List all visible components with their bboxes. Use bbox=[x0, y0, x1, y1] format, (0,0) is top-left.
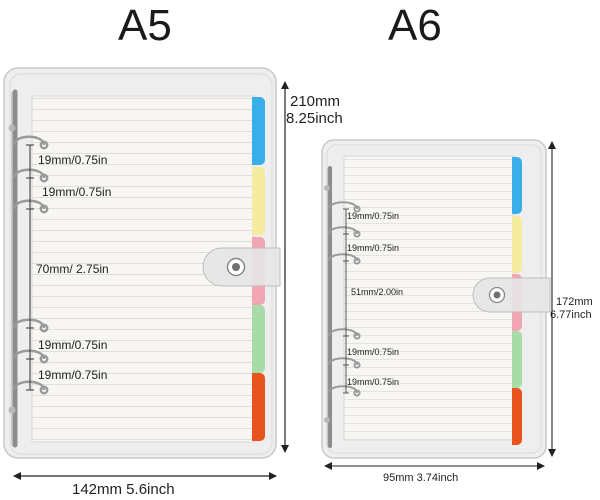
a6-tab-orange bbox=[512, 388, 522, 445]
a5-tab-orange bbox=[252, 373, 265, 441]
a5-tab-blue bbox=[252, 97, 265, 165]
a6-rivet bbox=[324, 417, 330, 423]
a5-tab-green bbox=[252, 305, 265, 373]
a5-snap-center bbox=[232, 263, 240, 271]
a5-spacing-label: 70mm/ 2.75in bbox=[36, 262, 109, 276]
a5-rings bbox=[12, 135, 49, 395]
a6-title: A6 bbox=[388, 1, 442, 50]
a6-snap-strap bbox=[472, 277, 551, 313]
a6-spacing-label: 19mm/0.75in bbox=[347, 211, 400, 221]
a5-binder bbox=[3, 67, 289, 480]
a6-rivet bbox=[324, 185, 330, 191]
a6-height-mm: 172mm bbox=[556, 296, 593, 308]
a5-spacing-label: 19mm/0.75in bbox=[38, 153, 108, 167]
a5-rivet bbox=[8, 406, 16, 414]
a5-tab-yellow bbox=[252, 167, 265, 235]
a6-snap-center bbox=[493, 291, 501, 299]
a5-rivet bbox=[8, 124, 16, 132]
a6-spacing-label: 19mm/0.75in bbox=[347, 377, 400, 387]
a6-tab-blue bbox=[512, 157, 522, 214]
a6-width-label: 95mm 3.74inch bbox=[383, 472, 459, 484]
a5-width-label: 142mm 5.6inch bbox=[72, 481, 175, 498]
a6-spacing-label: 19mm/0.75in bbox=[347, 243, 400, 253]
a6-rings bbox=[328, 201, 361, 397]
a5-spacing-label: 19mm/0.75in bbox=[42, 185, 112, 199]
a6-spacing-label: 19mm/0.75in bbox=[347, 347, 400, 357]
a6-spacing-label: 51mm/2.00in bbox=[351, 287, 404, 297]
a5-spacing-label: 19mm/0.75in bbox=[38, 338, 108, 352]
a6-tab-green bbox=[512, 331, 522, 388]
a6-tab-yellow bbox=[512, 216, 522, 273]
a5-title: A5 bbox=[118, 1, 172, 50]
a5-spacing-ticks bbox=[26, 144, 34, 391]
a6-spacing-ticks bbox=[343, 208, 349, 394]
a6-binder bbox=[321, 139, 556, 470]
a5-height-inch: 8.25inch bbox=[286, 110, 343, 127]
a5-height-mm: 210mm bbox=[290, 93, 341, 110]
a6-height-inch: 6.77inch bbox=[550, 309, 592, 321]
a5-spacing-label: 19mm/0.75in bbox=[38, 368, 108, 382]
